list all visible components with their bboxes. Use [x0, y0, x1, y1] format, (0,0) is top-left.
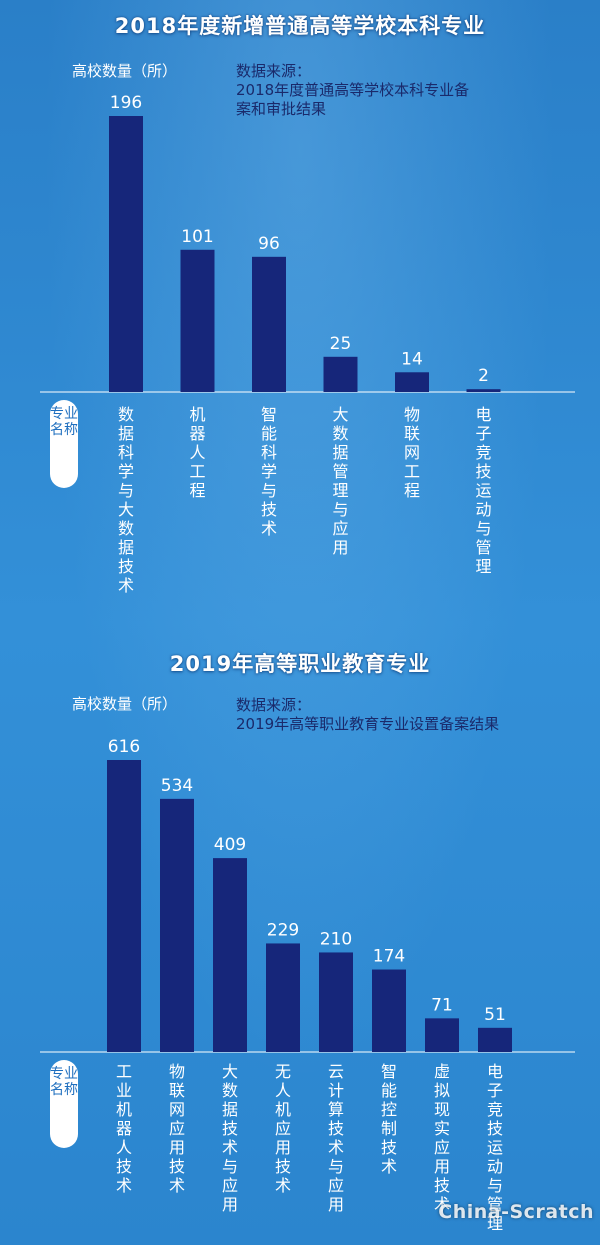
bar	[425, 1018, 459, 1052]
category-label: 电子竞技运动与管理	[475, 405, 492, 576]
source-label: 数据来源：	[236, 696, 312, 714]
bar-chart-plot: 616 534 409 229 210 174 71 51	[40, 737, 575, 1053]
bar	[180, 249, 215, 392]
axis-category-tag-text: 专业 名称	[50, 1066, 78, 1098]
y-axis-label: 高校数量（所）	[72, 695, 178, 713]
axis-category-tag-line: 名称	[50, 422, 78, 438]
data-label: 25	[330, 334, 352, 354]
axis-category-tag-text: 专业 名称	[50, 406, 78, 438]
data-label: 210	[320, 929, 352, 949]
category-label: 云计算技术与应用	[327, 1062, 344, 1214]
bar	[266, 943, 300, 1052]
data-source: 数据来源： 2019年高等职业教育专业设置备案结果	[236, 696, 499, 734]
category-label: 电子竞技运动与管理	[486, 1062, 503, 1233]
category-label: 工业机器人技术	[115, 1062, 132, 1195]
chart-title: 2019年高等职业教育专业	[169, 652, 431, 676]
chart-title: 2018年度新增普通高等学校本科专业	[114, 14, 486, 38]
chart-panel-2019: 2019年高等职业教育专业 高校数量（所） 数据来源： 2019年高等职业教育专…	[0, 640, 600, 1245]
category-label: 物联网工程	[403, 405, 420, 500]
bar	[252, 256, 286, 392]
data-label: 616	[108, 737, 140, 757]
data-label: 196	[110, 93, 142, 113]
watermark: China-Scratch	[438, 1201, 594, 1223]
data-label: 14	[401, 349, 423, 369]
bar	[466, 389, 501, 392]
axis-category-tag-line: 专业	[50, 406, 78, 422]
bar	[109, 116, 143, 392]
category-label: 机器人工程	[189, 405, 206, 500]
data-label: 2	[478, 366, 489, 386]
y-axis-label: 高校数量（所）	[72, 62, 178, 80]
category-label: 物联网应用技术	[168, 1062, 185, 1195]
bar	[395, 372, 429, 392]
data-label: 409	[214, 835, 246, 855]
bar	[478, 1027, 512, 1052]
bar	[319, 952, 353, 1052]
category-label: 智能控制技术	[380, 1062, 397, 1176]
data-label: 96	[258, 234, 280, 254]
bar	[323, 356, 358, 392]
data-label: 174	[373, 947, 405, 967]
bar	[107, 760, 141, 1052]
source-line: 2018年度普通高等学校本科专业备	[236, 81, 470, 99]
axis-category-tag-line: 专业	[50, 1066, 78, 1082]
data-source: 数据来源： 2018年度普通高等学校本科专业备 案和审批结果	[236, 62, 469, 119]
axis-category-tag: 专业 名称	[50, 1060, 78, 1148]
bar	[372, 969, 406, 1052]
axis-category-tag: 专业 名称	[50, 400, 78, 488]
source-line: 案和审批结果	[236, 100, 327, 118]
category-label: 大数据管理与应用	[332, 405, 349, 557]
data-label: 101	[181, 227, 213, 247]
category-label: 无人机应用技术	[274, 1062, 291, 1195]
category-label: 虚拟现实应用技术	[433, 1062, 450, 1214]
data-label: 71	[431, 995, 453, 1015]
data-label: 534	[161, 776, 193, 796]
bar	[213, 858, 247, 1052]
bar	[160, 798, 194, 1052]
data-label: 229	[267, 920, 299, 940]
source-label: 数据来源：	[236, 62, 312, 80]
bar-chart-plot: 196 101 96 25 14 2	[40, 93, 575, 393]
data-label: 51	[484, 1005, 506, 1025]
category-label: 数据科学与大数据技术	[117, 405, 134, 595]
chart-panel-2018: 2018年度新增普通高等学校本科专业 高校数量（所） 数据来源： 2018年度普…	[0, 0, 600, 620]
category-label: 大数据技术与应用	[221, 1062, 238, 1214]
source-line: 2019年高等职业教育专业设置备案结果	[236, 715, 500, 733]
category-label: 智能科学与技术	[260, 405, 277, 538]
axis-category-tag-line: 名称	[50, 1082, 78, 1098]
